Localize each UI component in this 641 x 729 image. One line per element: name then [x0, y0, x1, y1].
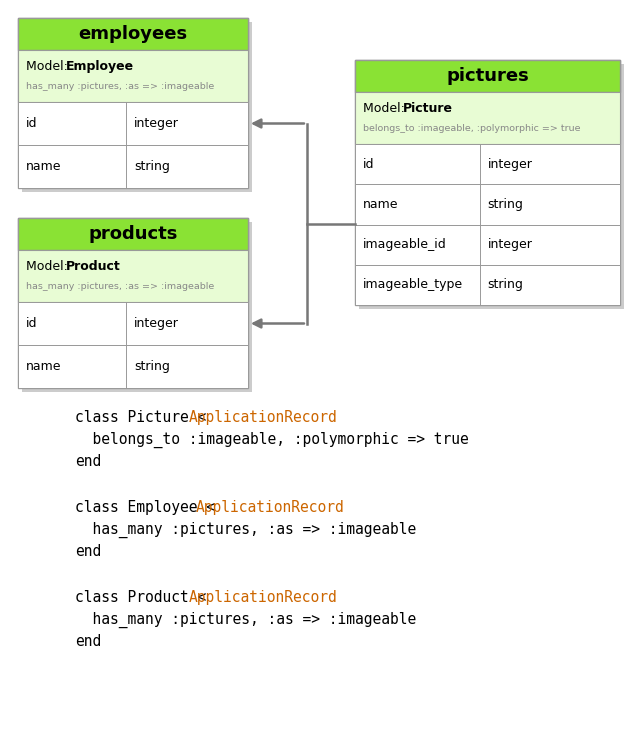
Bar	[22, 222, 252, 392]
Text: integer: integer	[488, 238, 533, 251]
Text: class Employee <: class Employee <	[75, 500, 224, 515]
Text: class Product <: class Product <	[75, 590, 215, 605]
Text: belongs_to :imageable, :polymorphic => true: belongs_to :imageable, :polymorphic => t…	[363, 123, 581, 133]
Bar	[18, 302, 248, 345]
Text: class Picture <: class Picture <	[75, 410, 215, 425]
Text: employees: employees	[78, 25, 188, 43]
Bar	[355, 225, 620, 265]
Text: has_many :pictures, :as => :imageable: has_many :pictures, :as => :imageable	[26, 82, 214, 90]
Text: string: string	[488, 278, 524, 292]
Bar	[355, 60, 620, 92]
Text: imageable_type: imageable_type	[363, 278, 463, 292]
Text: id: id	[26, 117, 38, 130]
Text: Employee: Employee	[66, 60, 134, 72]
Bar	[355, 144, 620, 184]
Text: Model:: Model:	[363, 101, 409, 114]
Text: end: end	[75, 634, 101, 649]
Text: has_many :pictures, :as => :imageable: has_many :pictures, :as => :imageable	[75, 612, 416, 628]
Bar	[359, 64, 624, 309]
Bar	[18, 18, 248, 50]
Bar	[355, 92, 620, 144]
Bar	[18, 145, 248, 188]
Text: ApplicationRecord: ApplicationRecord	[196, 500, 344, 515]
Text: name: name	[26, 160, 62, 173]
Text: name: name	[363, 198, 399, 211]
Bar	[18, 218, 248, 250]
Bar	[18, 102, 248, 145]
Text: string: string	[134, 360, 170, 373]
Bar	[355, 184, 620, 225]
Text: Model:: Model:	[26, 260, 72, 273]
Text: end: end	[75, 544, 101, 559]
Text: string: string	[134, 160, 170, 173]
Bar	[18, 50, 248, 102]
Text: id: id	[26, 317, 38, 330]
Text: integer: integer	[488, 157, 533, 171]
Text: Product: Product	[66, 260, 121, 273]
Bar	[22, 22, 252, 192]
Text: has_many :pictures, :as => :imageable: has_many :pictures, :as => :imageable	[26, 281, 214, 290]
Text: pictures: pictures	[446, 67, 529, 85]
Bar	[18, 250, 248, 302]
Text: id: id	[363, 157, 374, 171]
Bar	[355, 265, 620, 305]
Text: end: end	[75, 454, 101, 469]
Text: ApplicationRecord: ApplicationRecord	[188, 410, 337, 425]
Bar	[18, 345, 248, 388]
Text: integer: integer	[134, 317, 179, 330]
Text: Picture: Picture	[403, 101, 453, 114]
Text: integer: integer	[134, 117, 179, 130]
Text: products: products	[88, 225, 178, 243]
Text: Model:: Model:	[26, 60, 72, 72]
Bar	[18, 18, 248, 188]
Text: belongs_to :imageable, :polymorphic => true: belongs_to :imageable, :polymorphic => t…	[75, 432, 469, 448]
Text: string: string	[488, 198, 524, 211]
Bar	[355, 60, 620, 305]
Text: has_many :pictures, :as => :imageable: has_many :pictures, :as => :imageable	[75, 522, 416, 538]
Bar	[18, 218, 248, 388]
Text: ApplicationRecord: ApplicationRecord	[188, 590, 337, 605]
Text: name: name	[26, 360, 62, 373]
Text: imageable_id: imageable_id	[363, 238, 447, 251]
